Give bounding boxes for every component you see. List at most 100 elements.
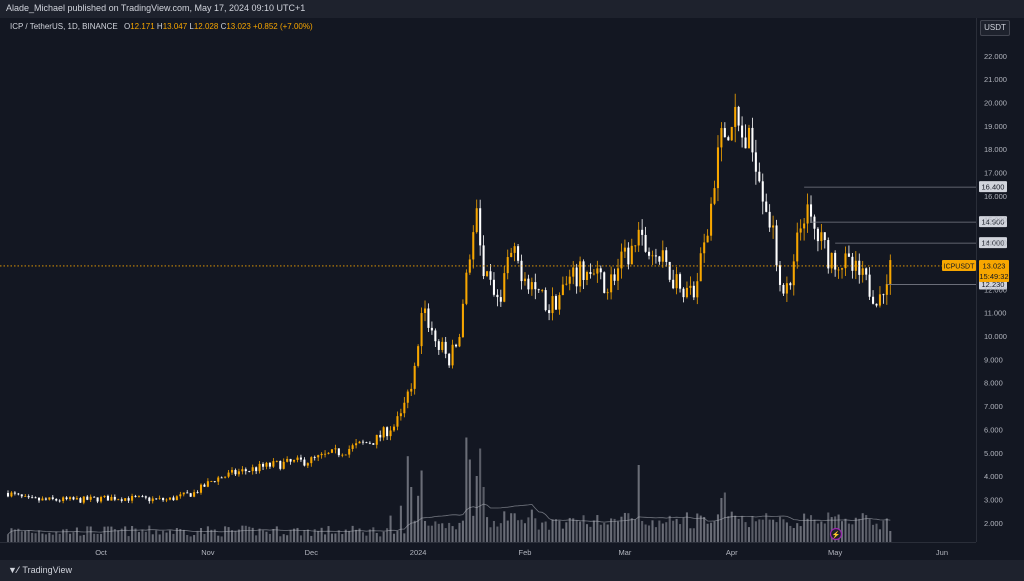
candle — [379, 430, 382, 442]
volume-bar — [517, 520, 520, 542]
candle — [878, 286, 881, 308]
volume-bar — [224, 526, 227, 542]
price-plot-area[interactable]: ⚡ — [0, 18, 976, 542]
volume-bar — [486, 517, 489, 542]
candle — [434, 328, 437, 348]
volume-bar — [265, 531, 268, 542]
candle — [158, 495, 161, 500]
candle — [837, 266, 840, 279]
candle — [854, 251, 857, 280]
x-tick-label: Oct — [95, 548, 108, 557]
candle — [499, 289, 502, 307]
time-axis[interactable]: Oct Nov Dec 2024 Feb Mar Apr May Jun — [0, 542, 976, 561]
candle — [86, 495, 89, 501]
candle — [820, 223, 823, 250]
candle — [34, 496, 37, 499]
candle — [789, 281, 792, 290]
candle — [182, 492, 185, 497]
low-value: 12.028 — [193, 22, 219, 31]
volume-bar — [461, 520, 464, 542]
candle — [723, 122, 726, 138]
volume-bar — [885, 518, 888, 542]
y-tick-label: 8.000 — [984, 379, 1003, 388]
candle — [792, 254, 795, 296]
volume-bar — [830, 517, 833, 542]
volume-bar — [492, 520, 495, 542]
candle — [479, 199, 482, 256]
candle — [489, 263, 492, 286]
volume-bar — [51, 534, 54, 542]
volume-bar — [620, 516, 623, 542]
candle — [572, 261, 575, 285]
currency-selector[interactable]: USDT — [980, 20, 1010, 36]
candle — [568, 269, 571, 291]
y-tick-label: 7.000 — [984, 402, 1003, 411]
ticker-label: ICPUSDT — [944, 263, 975, 270]
candle — [806, 193, 809, 233]
candle — [496, 289, 499, 307]
change-value: +0.852 (+7.00%) — [253, 22, 313, 31]
y-tick-label: 20.000 — [984, 99, 1007, 108]
candle — [210, 480, 213, 483]
volume-bar — [165, 532, 168, 542]
volume-bar — [534, 518, 537, 542]
volume-bar — [141, 529, 144, 542]
volume-bar — [747, 527, 751, 542]
candle — [668, 261, 671, 283]
candle — [124, 498, 127, 502]
tradingview-brand[interactable]: ▼⁄ TradingView — [8, 565, 72, 575]
volume-bar — [237, 529, 240, 542]
volume-bar — [69, 533, 72, 542]
candle — [889, 254, 892, 295]
volume-bar — [851, 524, 854, 542]
candle — [672, 269, 675, 290]
alert-icon[interactable]: ⚡ — [829, 527, 843, 541]
candle — [217, 475, 220, 485]
volume-bar — [696, 513, 699, 542]
candle — [268, 462, 271, 469]
candlestick-chart[interactable]: ⚡ — [0, 18, 976, 542]
price-axis-labels: 16.400 14.900 14.000 12.230 2.000 3.000 4.000 5… — [942, 52, 1009, 528]
volume-bar — [675, 518, 678, 542]
candle — [737, 105, 740, 132]
candle — [13, 491, 16, 496]
candle — [882, 293, 885, 304]
volume-bar — [685, 512, 688, 542]
candle — [651, 250, 654, 265]
volume-bar — [513, 513, 516, 542]
price-axis[interactable]: 16.400 14.900 14.000 12.230 2.000 3.000 4.000 5… — [942, 18, 1024, 542]
candle — [517, 243, 520, 264]
candle — [710, 197, 713, 241]
candle — [537, 288, 540, 293]
y-tick-label: 3.000 — [984, 495, 1003, 504]
volume-bar — [444, 528, 447, 542]
volume-bar — [703, 517, 706, 542]
candle — [389, 426, 392, 441]
candle — [79, 497, 82, 504]
candle — [134, 494, 137, 498]
candle — [551, 287, 554, 321]
volume-bar — [375, 532, 378, 542]
candle — [372, 443, 375, 445]
volume-bar — [296, 527, 299, 542]
candle — [437, 339, 440, 355]
volume-bar — [510, 513, 513, 542]
candle — [334, 444, 337, 454]
candle — [423, 300, 427, 322]
volume-bar — [482, 487, 485, 542]
volume-bar — [699, 515, 702, 542]
volume-bar — [93, 533, 96, 542]
candle — [530, 277, 533, 296]
candle — [734, 93, 737, 143]
volume-bar — [217, 535, 220, 542]
volume-bar — [186, 535, 189, 542]
candle — [193, 489, 196, 498]
volume-bar — [844, 518, 847, 542]
candle — [320, 452, 323, 459]
candle — [348, 445, 351, 458]
candle — [106, 494, 109, 501]
open-value: 12.171 — [130, 22, 155, 31]
volume-bar — [100, 533, 103, 542]
y-tick-label: 17.000 — [984, 169, 1007, 178]
candle — [293, 459, 296, 463]
